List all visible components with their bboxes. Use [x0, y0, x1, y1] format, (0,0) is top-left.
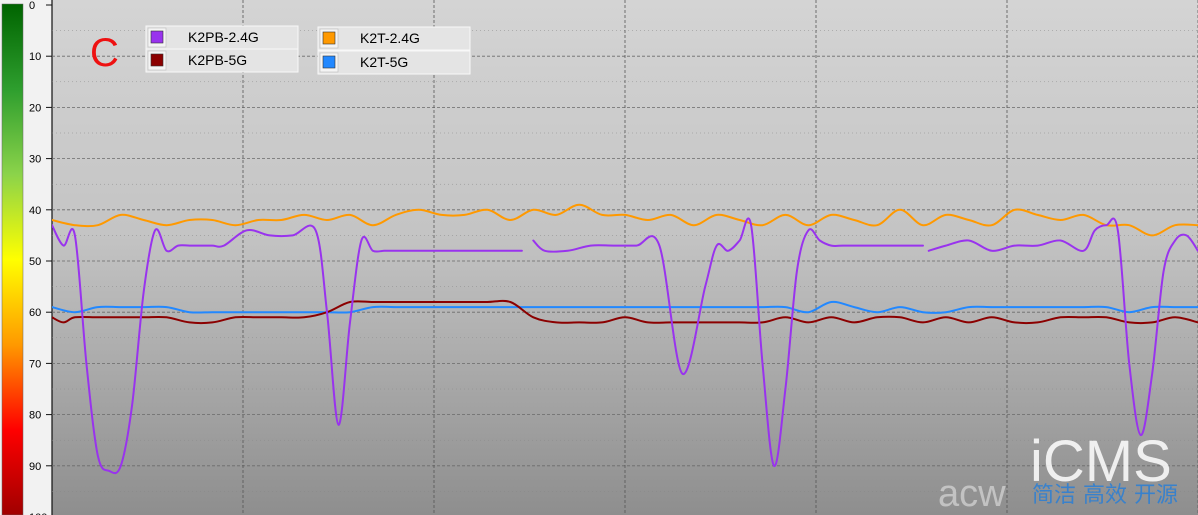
y-tick-label: 50	[29, 256, 41, 268]
y-tick-label: 90	[29, 461, 41, 473]
y-tick-label: 0	[29, 0, 35, 12]
legend-label: K2PB-5G	[188, 52, 247, 68]
y-tick-label: 70	[29, 358, 41, 370]
legend-item-background	[145, 48, 299, 73]
watermark-main: iCMS	[1030, 429, 1172, 494]
legend-item-background	[317, 50, 471, 75]
legend-swatch	[322, 31, 336, 45]
legend-label: K2T-2.4G	[360, 30, 420, 46]
colorbar	[1, 3, 24, 515]
series-lines	[52, 203, 1198, 475]
watermark-sub: acw	[938, 473, 1006, 515]
watermark-tagline: 简洁 高效 开源	[1032, 483, 1178, 508]
legend-label: K2T-5G	[360, 54, 408, 70]
legend-item: K2PB-2.4G	[145, 25, 299, 50]
y-tick-label: 80	[29, 410, 41, 422]
y-tick-label: 20	[29, 102, 41, 114]
legend-swatch	[150, 53, 164, 67]
series-line-k2pb-2-4g	[927, 217, 1198, 437]
grid	[52, 0, 1198, 515]
series-line-k2pb-5g	[52, 299, 1198, 325]
series-line-k2t-2-4g	[52, 203, 1198, 237]
legend-swatch	[322, 55, 336, 69]
y-tick-label: 30	[29, 154, 41, 166]
y-axis-ticks: 0 10 20 30 40 50 60 70 80 90 100	[29, 0, 52, 515]
legend-item: K2T-2.4G	[317, 26, 471, 51]
panel-letter: C	[90, 31, 119, 75]
legend-item: K2PB-5G	[145, 48, 299, 73]
legend-item-background	[317, 26, 471, 51]
series-line-k2pb-2-4g	[532, 217, 924, 467]
watermark: iCMS acw 简洁 高效 开源	[938, 429, 1178, 515]
y-tick-label: 10	[29, 51, 41, 63]
y-tick-label: 40	[29, 205, 41, 217]
legend-swatch	[150, 30, 164, 44]
legend: K2PB-2.4G K2PB-5G K2T-2.4G K2T-5G	[145, 25, 471, 75]
series-line-k2t-5g	[52, 300, 1198, 314]
series-line-k2pb-2-4g	[52, 224, 523, 475]
legend-item: K2T-5G	[317, 50, 471, 75]
legend-label: K2PB-2.4G	[188, 29, 259, 45]
y-tick-label: 60	[29, 307, 41, 319]
y-tick-label: 100	[29, 512, 47, 515]
